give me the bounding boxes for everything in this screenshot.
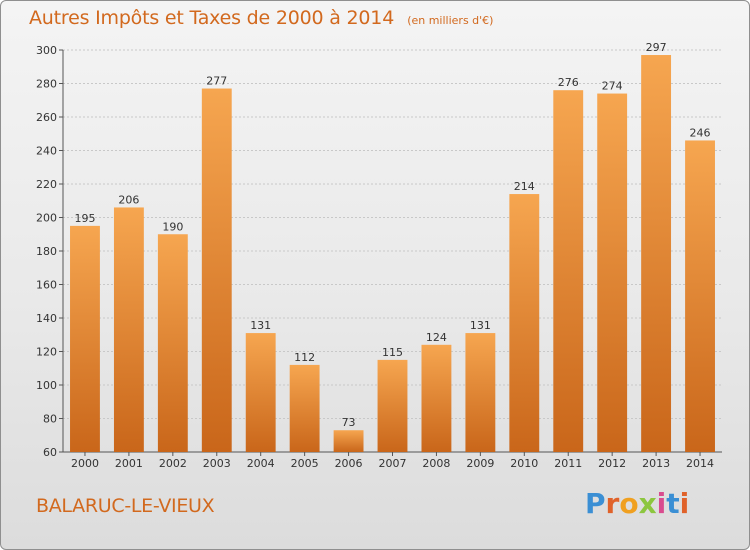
bar	[553, 90, 584, 452]
bar	[641, 55, 672, 453]
bar-value-label: 115	[382, 346, 403, 359]
y-tick-label: 140	[36, 312, 57, 325]
bar	[289, 364, 320, 452]
x-tick-label: 2001	[115, 457, 143, 470]
bar-value-label: 190	[162, 220, 183, 233]
logo-letter: P	[585, 487, 606, 520]
y-tick-label: 120	[36, 346, 57, 359]
bar	[201, 88, 232, 453]
x-tick-label: 2005	[291, 457, 319, 470]
y-tick-label: 200	[36, 212, 57, 225]
title-row: Autres Impôts et Taxes de 2000 à 2014 (e…	[29, 7, 493, 29]
bar	[421, 344, 452, 452]
y-tick-label: 280	[36, 78, 57, 91]
y-tick-label: 300	[36, 44, 57, 57]
bar-value-label: 246	[690, 126, 711, 139]
x-tick-label: 2000	[71, 457, 99, 470]
bar-value-label: 276	[558, 76, 579, 89]
y-tick-label: 240	[36, 145, 57, 158]
bar-value-label: 195	[74, 212, 95, 225]
x-tick-label: 2008	[422, 457, 450, 470]
proxiti-logo: Proxiti	[585, 487, 689, 520]
bar	[465, 333, 496, 452]
bar	[245, 333, 276, 452]
x-tick-label: 2003	[203, 457, 231, 470]
bar-value-label: 112	[294, 351, 315, 364]
logo-letter: i	[656, 487, 667, 520]
bar	[597, 93, 628, 453]
bar	[333, 430, 364, 452]
bar-value-label: 274	[602, 80, 623, 93]
bar-value-label: 131	[470, 319, 491, 332]
x-tick-label: 2010	[510, 457, 538, 470]
y-tick-label: 260	[36, 111, 57, 124]
chart-subtitle: (en milliers d'€)	[407, 14, 494, 27]
x-tick-label: 2007	[379, 457, 407, 470]
logo-letter: x	[638, 487, 657, 520]
x-tick-label: 2002	[159, 457, 187, 470]
x-tick-label: 2014	[686, 457, 714, 470]
x-tick-label: 2012	[598, 457, 626, 470]
bar	[377, 359, 408, 452]
logo-letter: r	[605, 487, 620, 520]
logo-letter: o	[619, 487, 639, 520]
commune-name: BALARUC-LE-VIEUX	[36, 495, 215, 517]
x-tick-label: 2004	[247, 457, 275, 470]
y-tick-label: 220	[36, 178, 57, 191]
y-tick-label: 160	[36, 279, 57, 292]
bar	[509, 194, 540, 453]
x-tick-label: 2013	[642, 457, 670, 470]
bar-value-label: 277	[206, 75, 227, 88]
x-tick-label: 2011	[554, 457, 582, 470]
x-tick-label: 2006	[335, 457, 363, 470]
chart-title: Autres Impôts et Taxes de 2000 à 2014	[29, 7, 395, 29]
bar-value-label: 297	[646, 41, 667, 54]
bar-value-label: 131	[250, 319, 271, 332]
bar-value-label: 214	[514, 180, 535, 193]
bar-value-label: 73	[342, 416, 356, 429]
bar	[157, 234, 188, 452]
x-tick-label: 2009	[466, 457, 494, 470]
logo-letter: t	[666, 487, 680, 520]
logo-letter: i	[679, 487, 690, 520]
y-tick-label: 100	[36, 379, 57, 392]
bar	[685, 140, 715, 452]
y-tick-label: 180	[36, 245, 57, 258]
y-tick-label: 60	[43, 446, 57, 459]
bar-value-label: 206	[118, 193, 139, 206]
bar	[113, 207, 144, 452]
y-tick-label: 80	[43, 413, 57, 426]
bar-value-label: 124	[426, 331, 447, 344]
bar	[70, 225, 100, 452]
